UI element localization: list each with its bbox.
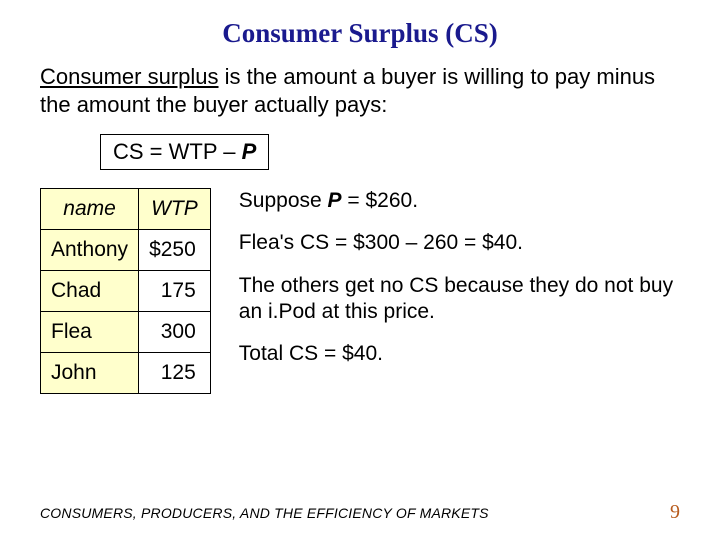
definition-text: Consumer surplus is the amount a buyer i… [40, 63, 680, 118]
definition-term: Consumer surplus [40, 64, 219, 89]
explain-line-1: Suppose P = $260. [239, 188, 680, 214]
footer-caption: CONSUMERS, PRODUCERS, AND THE EFFICIENCY… [40, 505, 489, 521]
explain-1-var: P [328, 189, 342, 212]
footer: CONSUMERS, PRODUCERS, AND THE EFFICIENCY… [40, 501, 680, 524]
table-header-wtp: WTP [139, 189, 211, 230]
page-title: Consumer Surplus (CS) [40, 18, 680, 49]
table-row: John 125 [41, 353, 211, 394]
table-cell-name: Anthony [41, 230, 139, 271]
explanation: Suppose P = $260. Flea's CS = $300 – 260… [239, 188, 680, 383]
formula-mid: WTP [169, 139, 217, 164]
table-cell-name: John [41, 353, 139, 394]
formula-eq: = [144, 139, 169, 164]
table-cell-name: Flea [41, 312, 139, 353]
table-row: Anthony $250 [41, 230, 211, 271]
table-row: Flea 300 [41, 312, 211, 353]
wtp-table: name WTP Anthony $250 Chad 175 Flea 300 … [40, 188, 211, 394]
explain-line-4: Total CS = $40. [239, 341, 680, 367]
table-cell-wtp: 175 [139, 271, 211, 312]
table-cell-wtp: 125 [139, 353, 211, 394]
page-number: 9 [670, 501, 680, 524]
explain-line-2: Flea's CS = $300 – 260 = $40. [239, 230, 680, 256]
formula-minus: – [217, 139, 241, 164]
table-row: Chad 175 [41, 271, 211, 312]
formula-lhs: CS [113, 139, 144, 164]
table-header-name: name [41, 189, 139, 230]
table-cell-wtp: $250 [139, 230, 211, 271]
table-cell-wtp: 300 [139, 312, 211, 353]
formula-box: CS = WTP – P [100, 134, 269, 170]
table-header-row: name WTP [41, 189, 211, 230]
explain-1-post: = $260. [342, 189, 418, 212]
explain-line-3: The others get no CS because they do not… [239, 273, 680, 326]
explain-1-pre: Suppose [239, 189, 328, 212]
formula-rhs: P [242, 139, 257, 164]
content-row: name WTP Anthony $250 Chad 175 Flea 300 … [40, 188, 680, 394]
table-cell-name: Chad [41, 271, 139, 312]
